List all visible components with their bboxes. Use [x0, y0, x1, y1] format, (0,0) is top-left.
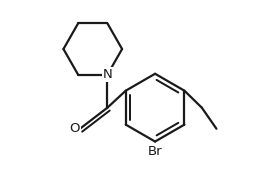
Text: O: O: [69, 122, 80, 135]
Text: Br: Br: [148, 145, 162, 158]
Text: N: N: [103, 68, 112, 81]
